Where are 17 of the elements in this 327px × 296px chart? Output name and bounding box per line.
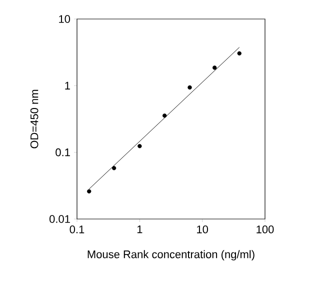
point xyxy=(112,166,116,170)
x-tick-label: 100 xyxy=(256,226,274,234)
y-tick-label: 0.01 xyxy=(50,215,70,223)
point xyxy=(188,85,192,90)
point xyxy=(162,114,167,118)
point xyxy=(138,144,142,148)
point xyxy=(87,189,92,194)
y-tick-label: 10 xyxy=(59,15,70,23)
y-tick-label: 1 xyxy=(65,82,70,90)
point xyxy=(212,66,217,70)
x-tick-label: 1 xyxy=(137,226,142,234)
x-tick-label: 10 xyxy=(197,226,208,234)
x-tick-label: 0.1 xyxy=(70,226,84,234)
x-axis-title: Mouse Rank concentration (ng/ml) xyxy=(88,250,254,260)
point xyxy=(237,51,242,56)
y-tick-label: 0.1 xyxy=(56,148,70,156)
y-axis-title: OD=450 nm xyxy=(30,90,38,148)
